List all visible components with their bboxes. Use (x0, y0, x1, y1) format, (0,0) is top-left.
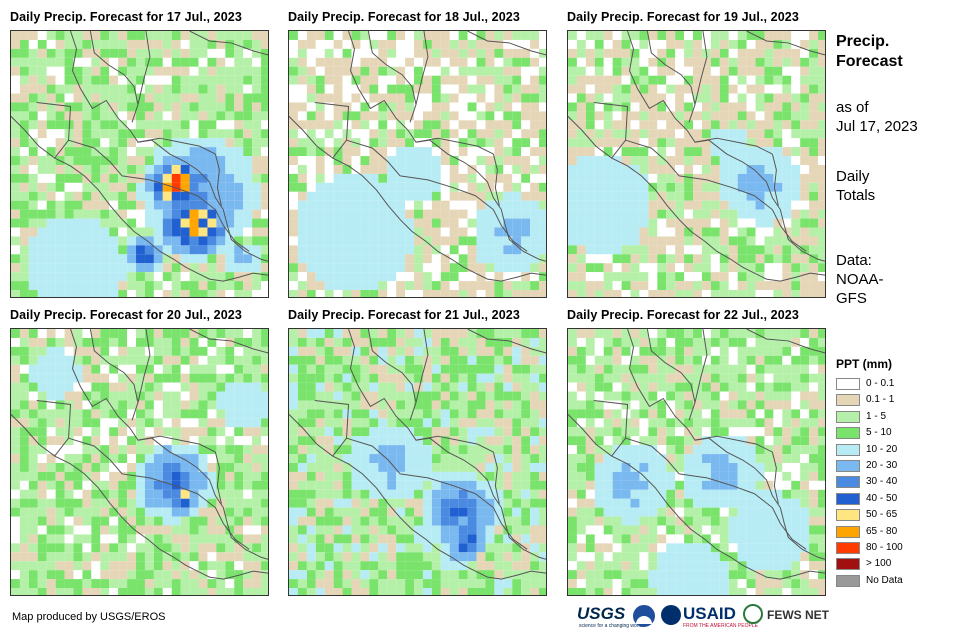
sidebar-title: Precip. Forecast (836, 33, 903, 70)
legend-label: 50 - 65 (866, 509, 898, 521)
precip-grid (289, 329, 546, 595)
legend-title: PPT (mm) (836, 357, 893, 371)
fews-net-globe-icon (743, 604, 763, 624)
legend-label: 1 - 5 (866, 410, 887, 422)
partner-logos: USGS science for a changing world USAID … (577, 602, 829, 630)
legend-label: 0 - 0.1 (866, 378, 895, 389)
usaid-tagline: FROM THE AMERICAN PEOPLE (683, 623, 758, 629)
fews-net-logo: FEWS NET (767, 608, 829, 622)
noaa-logo-icon (633, 605, 655, 627)
panel-title: Daily Precip. Forecast for 22 Jul., 2023 (567, 308, 799, 322)
precip-map (288, 30, 547, 298)
precip-grid (568, 31, 825, 297)
precip-map (10, 328, 269, 596)
legend-label: 40 - 50 (866, 492, 898, 504)
panel-title: Daily Precip. Forecast for 21 Jul., 2023 (288, 308, 520, 322)
precip-grid (568, 329, 825, 595)
legend-swatch (836, 542, 860, 554)
legend-swatch (836, 509, 860, 522)
usgs-tagline: science for a changing world (579, 623, 643, 629)
precip-map (567, 328, 826, 596)
panel-title: Daily Precip. Forecast for 18 Jul., 2023 (288, 10, 520, 24)
precip-grid (11, 329, 268, 595)
panel-title: Daily Precip. Forecast for 19 Jul., 2023 (567, 10, 799, 24)
legend-swatch (836, 525, 860, 538)
legend-label: 10 - 20 (866, 443, 898, 455)
data-source: Data: NOAA- GFS (836, 252, 884, 307)
legend-swatch (836, 476, 860, 489)
legend-swatch (836, 558, 860, 571)
usaid-seal-icon (661, 605, 681, 625)
precip-grid (11, 31, 268, 297)
precip-grid (289, 31, 546, 297)
totals-label: Daily Totals (836, 168, 876, 204)
legend-label: 30 - 40 (866, 476, 898, 488)
legend-swatch (836, 443, 860, 456)
legend-swatch (836, 378, 860, 390)
forecast-as-of: as of Jul 17, 2023 (836, 99, 918, 135)
legend-label: 65 - 80 (866, 525, 898, 537)
usgs-logo: USGS (577, 604, 626, 623)
legend-label: 20 - 30 (866, 460, 898, 471)
legend-swatch (836, 427, 860, 440)
legend-label: No Data (866, 574, 903, 586)
map-credit: Map produced by USGS/EROS (12, 611, 166, 623)
panel-title: Daily Precip. Forecast for 20 Jul., 2023 (10, 308, 242, 322)
legend-swatch (836, 460, 860, 472)
panel-title: Daily Precip. Forecast for 17 Jul., 2023 (10, 10, 242, 24)
legend-swatch (836, 410, 860, 423)
legend-label: 80 - 100 (866, 542, 903, 553)
legend-swatch (836, 492, 860, 505)
legend-label: 5 - 10 (866, 427, 892, 439)
legend-swatch (836, 394, 860, 407)
precip-map (288, 328, 547, 596)
usaid-logo: USAID (683, 604, 736, 623)
precip-map (10, 30, 269, 298)
legend-swatch (836, 574, 860, 587)
legend-label: > 100 (866, 558, 892, 570)
legend-label: 0.1 - 1 (866, 394, 895, 406)
precip-map (567, 30, 826, 298)
